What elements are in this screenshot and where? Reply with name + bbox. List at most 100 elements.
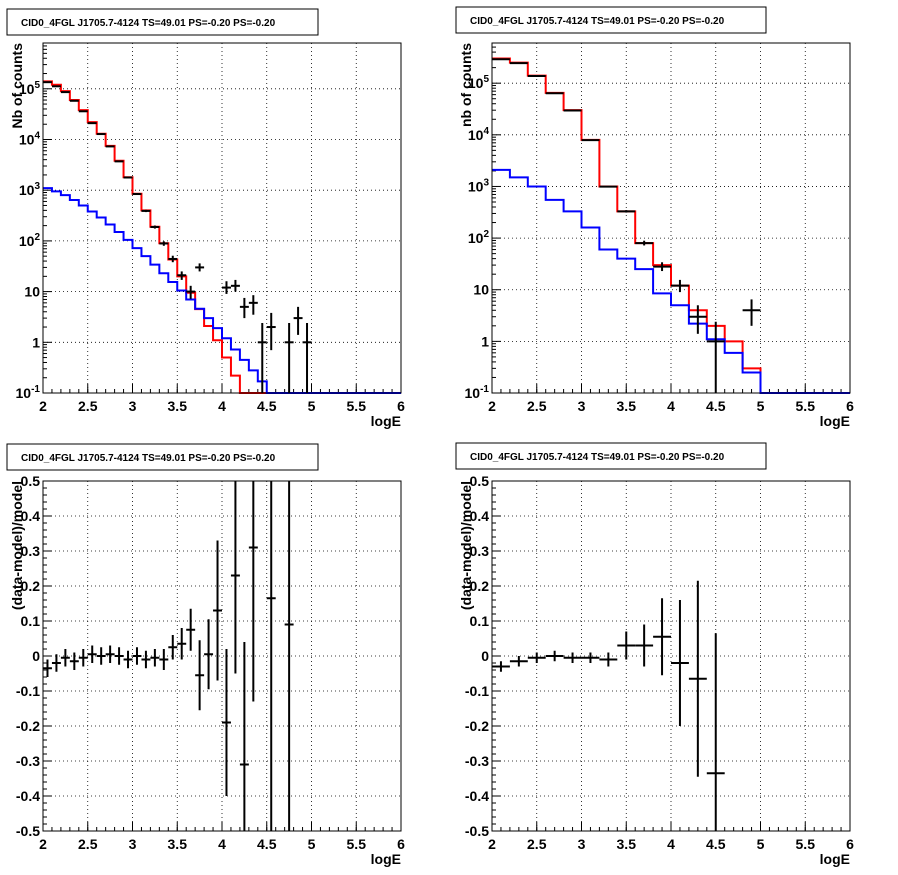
data-point <box>114 647 124 665</box>
data-point <box>195 640 205 711</box>
data-point <box>168 635 178 660</box>
y-axis-title: nb of counts <box>458 43 474 127</box>
data-point <box>186 608 196 651</box>
y-tick-label: 10-1 <box>465 384 490 401</box>
y-tick-label: 104 <box>468 126 490 143</box>
chart-panel-3: CID0_4FGL J1705.7-4124 TS=49.01 PS=-0.20… <box>6 443 405 867</box>
y-tick-label: 103 <box>19 181 41 198</box>
data-point <box>150 649 160 667</box>
plot-frame <box>42 42 402 394</box>
chart-panel-1: CID0_4FGL J1705.7-4124 TS=49.01 PS=-0.20… <box>6 8 405 429</box>
y-tick-label: 0.2 <box>21 578 41 594</box>
data-point <box>239 297 249 319</box>
x-tick-label: 5.5 <box>347 398 367 414</box>
y-tick-label: 1 <box>481 333 489 349</box>
y-tick-label: -0.3 <box>16 753 40 769</box>
data-point <box>69 99 79 102</box>
data-point <box>69 652 79 670</box>
y-tick-label: 102 <box>468 229 490 246</box>
data-point <box>177 628 187 660</box>
x-tick-label: 5.5 <box>347 836 367 852</box>
x-tick-label: 5.5 <box>796 398 816 414</box>
y-tick-label: 0 <box>481 648 489 664</box>
title-box <box>6 8 319 36</box>
data-point <box>742 299 761 326</box>
x-tick-label: 4 <box>667 836 675 852</box>
y-tick-label: -0.1 <box>465 683 489 699</box>
data-point <box>617 210 636 213</box>
data-point <box>78 649 88 667</box>
data-point <box>87 122 97 125</box>
y-axis-title: (data-model)/model <box>9 481 25 610</box>
data-point <box>186 285 196 299</box>
x-tick-label: 5.5 <box>796 836 816 852</box>
plot-frame <box>42 480 402 832</box>
x-tick-label: 2 <box>488 836 496 852</box>
y-tick-label: -0.4 <box>465 788 489 804</box>
x-tick-label: 4 <box>218 836 226 852</box>
y-tick-label: 0.5 <box>21 473 41 489</box>
data-point <box>150 225 160 229</box>
x-tick-label: 2.5 <box>527 398 547 414</box>
y-tick-label: -0.1 <box>16 683 40 699</box>
data-point <box>545 650 564 662</box>
data-point <box>159 241 169 246</box>
data-point <box>581 652 600 663</box>
data-point <box>248 295 258 315</box>
chart-title: CID0_4FGL J1705.7-4124 TS=49.01 PS=-0.20… <box>470 16 725 27</box>
data-point <box>141 650 151 669</box>
chart-panel-4: CID0_4FGL J1705.7-4124 TS=49.01 PS=-0.20… <box>455 442 854 867</box>
data-point <box>195 263 205 272</box>
y-tick-label: -0.5 <box>16 823 40 839</box>
data-point <box>706 633 725 831</box>
data-point <box>141 209 151 213</box>
x-axis-title: logE <box>371 413 401 429</box>
data-point <box>96 647 106 665</box>
x-tick-label: 6 <box>846 398 854 414</box>
x-tick-label: 4.5 <box>706 836 726 852</box>
data-point <box>222 281 231 294</box>
data-point <box>492 661 510 672</box>
data-point <box>96 133 106 136</box>
x-tick-label: 2.5 <box>78 398 98 414</box>
data-point <box>230 279 240 292</box>
x-tick-label: 3.5 <box>168 836 188 852</box>
y-tick-label: 0 <box>32 648 40 664</box>
data-point <box>688 580 707 777</box>
x-tick-label: 5 <box>308 398 316 414</box>
y-tick-label: 102 <box>19 232 41 249</box>
y-tick-label: 0.3 <box>21 543 41 559</box>
x-tick-label: 6 <box>397 398 405 414</box>
data-point <box>635 624 654 667</box>
y-tick-label: 0.4 <box>470 508 490 524</box>
x-tick-label: 2 <box>39 398 47 414</box>
data-point <box>653 598 671 676</box>
model-series-2 <box>43 187 401 394</box>
data-point <box>177 271 187 280</box>
x-tick-label: 5 <box>308 836 316 852</box>
data-point <box>230 481 240 674</box>
data-point <box>617 631 636 660</box>
x-tick-label: 3 <box>129 398 137 414</box>
data-point <box>284 323 294 393</box>
data-point <box>222 649 231 796</box>
data-point <box>599 185 618 188</box>
data-point <box>653 262 671 272</box>
y-tick-label: 105 <box>19 80 41 97</box>
title-box <box>455 6 767 34</box>
x-tick-label: 3 <box>129 836 137 852</box>
y-tick-label: 104 <box>19 130 41 147</box>
y-tick-label: 105 <box>468 74 490 91</box>
data-point <box>105 645 115 663</box>
model-series-2 <box>492 168 850 394</box>
x-tick-label: 4 <box>218 398 226 414</box>
x-tick-label: 3 <box>578 398 586 414</box>
title-box <box>455 442 767 470</box>
y-axis-title: (data-model)/model <box>458 481 474 610</box>
data-point <box>671 600 689 726</box>
data-point <box>51 654 61 672</box>
data-point <box>509 656 528 667</box>
data-point <box>114 160 124 163</box>
data-point <box>43 659 52 677</box>
